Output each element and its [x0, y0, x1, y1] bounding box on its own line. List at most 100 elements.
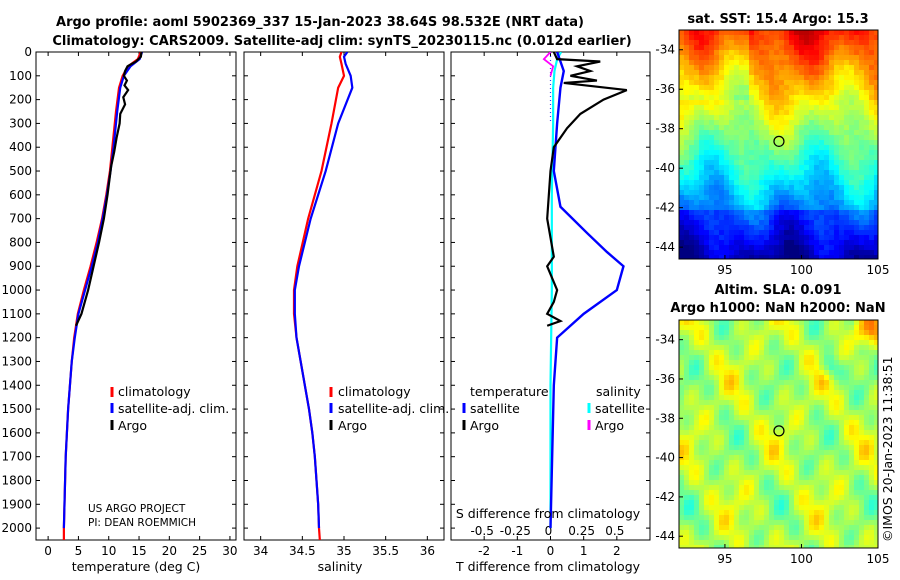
map-cell	[779, 105, 785, 111]
map-cell	[709, 250, 715, 256]
map-cell	[689, 505, 695, 511]
map-cell	[829, 175, 835, 181]
map-cell	[699, 220, 705, 226]
map-cell	[784, 465, 790, 471]
map-cell	[804, 80, 810, 86]
map-cell	[709, 195, 715, 201]
map-cell	[809, 210, 815, 216]
map-cell	[714, 90, 720, 96]
map-cell	[839, 365, 845, 371]
map-cell	[789, 105, 795, 111]
map-cell	[874, 420, 879, 426]
map-cell	[739, 330, 745, 336]
map-cell	[684, 30, 690, 36]
map-cell	[804, 410, 810, 416]
map-cell	[754, 135, 760, 141]
map-cell	[864, 170, 870, 176]
map-cell	[694, 330, 700, 336]
map-cell	[709, 430, 715, 436]
map-cell	[744, 155, 750, 161]
map-cell	[869, 410, 875, 416]
map-cell	[679, 75, 685, 81]
map-cell	[744, 195, 750, 201]
map-cell	[774, 520, 780, 526]
map-cell	[804, 445, 810, 451]
map-cell	[719, 240, 725, 246]
map-cell	[739, 135, 745, 141]
map-cell	[869, 330, 875, 336]
map-cell	[779, 455, 785, 461]
map-cell	[789, 475, 795, 481]
map-cell	[859, 545, 865, 549]
map-cell	[814, 185, 820, 191]
map-cell	[854, 65, 860, 71]
map-cell	[819, 325, 825, 331]
map-cell	[774, 175, 780, 181]
map-cell	[759, 520, 765, 526]
map-cell	[854, 95, 860, 101]
map-cell	[759, 30, 765, 36]
map-cell	[744, 495, 750, 501]
map-cell	[689, 335, 695, 341]
map-cell	[744, 80, 750, 86]
map-cell	[789, 240, 795, 246]
map-cell	[764, 530, 770, 536]
map-cell	[769, 375, 775, 381]
map-cell	[834, 130, 840, 136]
map-cell	[689, 85, 695, 91]
map-cell	[864, 395, 870, 401]
map-cell	[679, 40, 685, 46]
map-cell	[799, 510, 805, 516]
map-cell	[869, 535, 875, 541]
map-cell	[749, 500, 755, 506]
map-cell	[729, 215, 735, 221]
map-cell	[729, 355, 735, 361]
map-cell	[694, 200, 700, 206]
map-cell	[694, 170, 700, 176]
map-cell	[819, 30, 825, 36]
map-cell	[689, 210, 695, 216]
map-cell	[859, 105, 865, 111]
map-cell	[739, 65, 745, 71]
map-cell	[699, 425, 705, 431]
map-cell	[734, 390, 740, 396]
map-cell	[679, 410, 685, 416]
map-cell	[699, 140, 705, 146]
map-cell	[819, 455, 825, 461]
map-cell	[714, 435, 720, 441]
map-cell	[709, 540, 715, 546]
map-cell	[839, 320, 845, 326]
map-cell	[824, 535, 830, 541]
map-cell	[759, 420, 765, 426]
map-cell	[859, 150, 865, 156]
map-cell	[869, 240, 875, 246]
map-cell	[824, 375, 830, 381]
map-cell	[704, 160, 710, 166]
map-cell	[764, 160, 770, 166]
map-cell	[679, 400, 685, 406]
map-cell	[759, 60, 765, 66]
map-cell	[754, 345, 760, 351]
map-cell	[754, 150, 760, 156]
map-cell	[724, 455, 730, 461]
map-cell	[874, 455, 879, 461]
map-cell	[714, 490, 720, 496]
map-cell	[874, 80, 879, 86]
map-cell	[779, 140, 785, 146]
map-cell	[729, 370, 735, 376]
x-tick-label: 36	[420, 544, 435, 558]
map-cell	[829, 220, 835, 226]
map-cell	[844, 130, 850, 136]
map-cell	[804, 540, 810, 546]
map-cell	[719, 155, 725, 161]
map-cell	[734, 465, 740, 471]
map-cell	[824, 485, 830, 491]
map-cell	[754, 50, 760, 56]
map-cell	[749, 350, 755, 356]
map-cell	[779, 150, 785, 156]
map-cell	[734, 170, 740, 176]
map-cell	[854, 230, 860, 236]
map-cell	[789, 130, 795, 136]
map-cell	[819, 480, 825, 486]
map-cell	[739, 475, 745, 481]
